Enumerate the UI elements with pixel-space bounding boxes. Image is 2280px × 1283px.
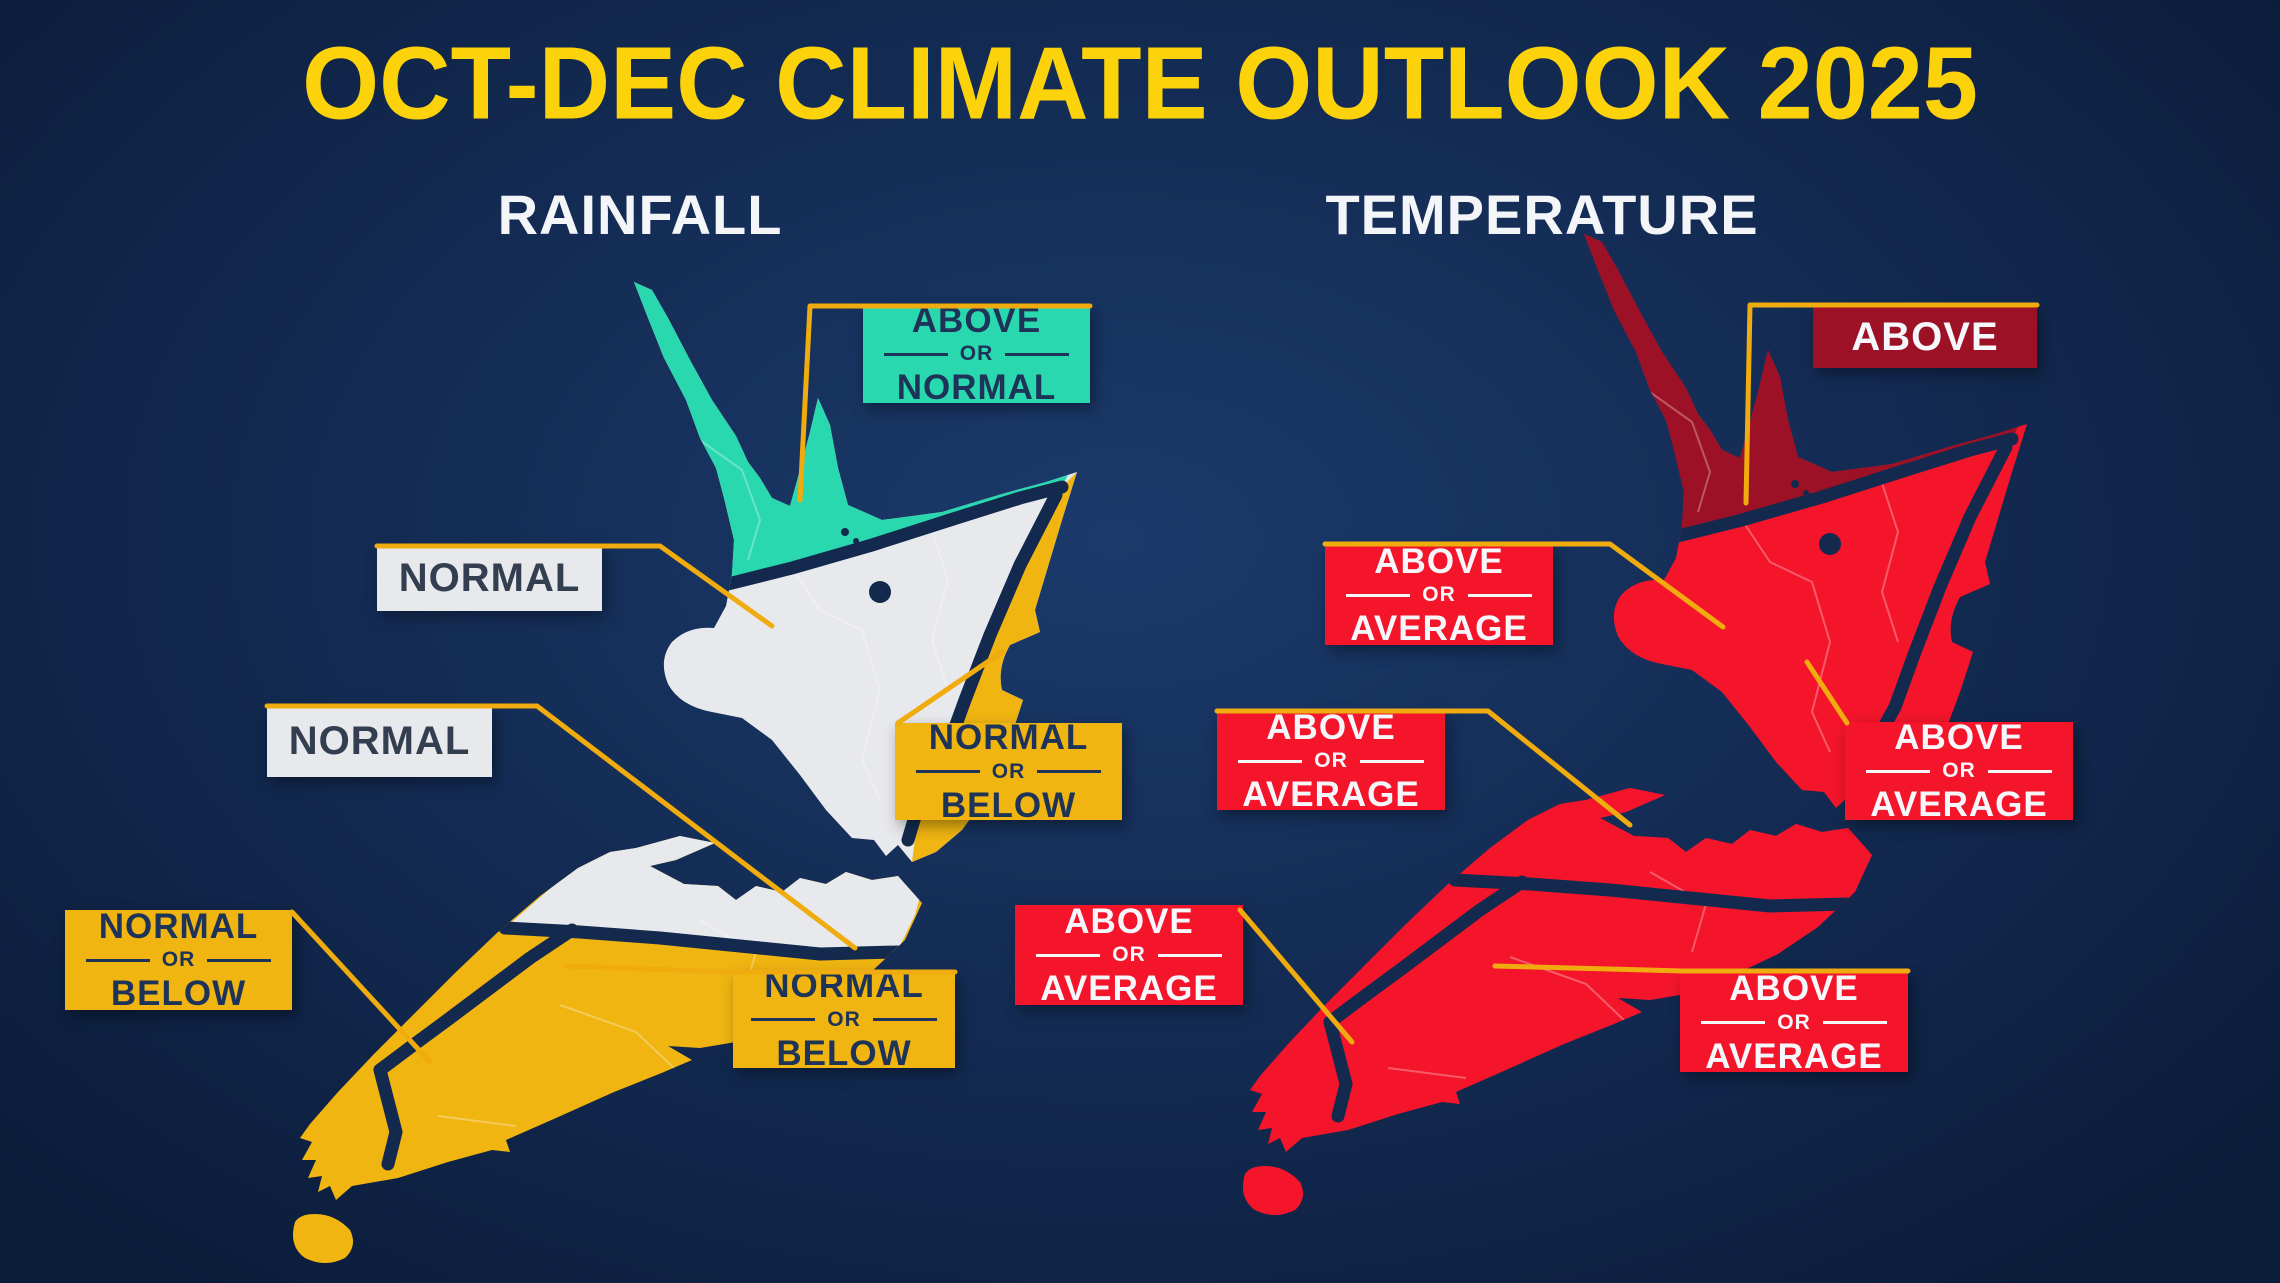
rainfall-normal-central-text: NORMAL xyxy=(398,555,581,600)
or-divider xyxy=(1238,759,1303,763)
temperature-above-or-average-sw-text: ABOVE xyxy=(1064,901,1194,941)
temperature-above-or-average-nw-text: ABOVE xyxy=(1374,541,1504,581)
rainfall-normal-central: NORMAL xyxy=(377,545,602,611)
temperature-above-or-average-west: ABOVE OR AVERAGE xyxy=(1217,708,1445,814)
rainfall-normal-or-below-east-text: NORMAL xyxy=(928,718,1089,758)
temperature-above-or-average-se: ABOVE OR AVERAGE xyxy=(1680,969,1908,1076)
or-divider xyxy=(1467,593,1532,597)
temperature-above-or-average-west-text: ABOVE xyxy=(1266,707,1396,747)
temperature-above-or-average-east: ABOVE OR AVERAGE xyxy=(1845,718,2073,824)
rainfall-normal-or-below-south-text: OR xyxy=(751,1008,937,1032)
temperature-above-or-average-se-text: ABOVE xyxy=(1729,969,1859,1009)
temperature-above-or-average-nw: ABOVE OR AVERAGE xyxy=(1325,541,1553,648)
page-title: OCT-DEC CLIMATE OUTLOOK 2025 xyxy=(302,24,1978,141)
or-divider xyxy=(1866,769,1931,773)
or-text: OR xyxy=(1777,1010,1811,1034)
temperature-above-text: ABOVE xyxy=(1851,315,1999,359)
rainfall-normal-or-below-west-text: NORMAL xyxy=(98,906,259,946)
temperature-heading: TEMPERATURE xyxy=(1325,183,1759,246)
or-divider xyxy=(1822,1021,1887,1024)
or-divider xyxy=(85,958,150,962)
or-text: OR xyxy=(827,1007,861,1031)
or-text: OR xyxy=(1942,759,1976,782)
rainfall-above-or-normal-text: ABOVE xyxy=(911,300,1042,340)
or-text: OR xyxy=(161,948,196,971)
or-divider xyxy=(1037,770,1102,773)
temperature-above-or-average-west-text: AVERAGE xyxy=(1242,775,1420,814)
rainfall-normal-or-below-south-text: BELOW xyxy=(776,1033,912,1073)
rainfall-normal-or-below-east: NORMAL OR BELOW xyxy=(895,718,1122,825)
rainfall-above-or-normal-text: OR xyxy=(883,342,1070,366)
rainfall-normal-or-below-west-text: OR xyxy=(85,948,272,972)
temperature-above-or-average-se-text: AVERAGE xyxy=(1705,1036,1883,1076)
temperature-above-or-average-east-text: AVERAGE xyxy=(1870,785,2048,824)
or-divider xyxy=(883,352,948,356)
or-divider xyxy=(1987,769,2052,773)
or-divider xyxy=(915,770,980,773)
temperature-above-or-average-nw-text: OR xyxy=(1346,583,1532,607)
rainfall-normal-or-below-south: NORMAL OR BELOW xyxy=(733,966,955,1073)
rainfall-normal-top-south-text: NORMAL xyxy=(288,718,471,763)
temperature-above-or-average-east-text: ABOVE xyxy=(1894,717,2024,757)
temperature-above-or-average-se-text: OR xyxy=(1701,1011,1887,1035)
temperature-above-or-average-sw-text: OR xyxy=(1036,943,1222,967)
rainfall-normal-or-below-west: NORMAL OR BELOW xyxy=(65,906,292,1013)
temperature-above-or-average-nw-text: AVERAGE xyxy=(1350,609,1528,648)
or-divider xyxy=(207,958,272,962)
rainfall-normal-or-below-east-text: BELOW xyxy=(940,785,1077,825)
rainfall-normal-top-south: NORMAL xyxy=(267,705,492,777)
rainfall-normal-or-below-south-text: NORMAL xyxy=(764,966,924,1006)
temperature-above-or-average-sw: ABOVE OR AVERAGE xyxy=(1015,901,1243,1008)
or-divider xyxy=(1346,593,1411,597)
or-divider xyxy=(1036,953,1101,957)
or-divider xyxy=(1005,352,1070,356)
rainfall-normal-or-below-east-text: OR xyxy=(915,759,1102,784)
temperature-above: ABOVE xyxy=(1813,307,2037,368)
or-divider xyxy=(1157,953,1222,957)
rainfall-above-or-normal-text: NORMAL xyxy=(896,368,1057,407)
temperature-above-or-average-west-text: OR xyxy=(1238,749,1424,773)
temperature-above-or-average-east-text: OR xyxy=(1866,759,2052,783)
or-divider xyxy=(751,1018,816,1021)
or-text: OR xyxy=(1112,943,1146,966)
rainfall-above-or-normal: ABOVE OR NORMAL xyxy=(863,301,1090,407)
or-text: OR xyxy=(1314,749,1348,772)
rainfall-heading: RAINFALL xyxy=(497,183,783,246)
or-text: OR xyxy=(1422,583,1456,606)
or-text: OR xyxy=(959,342,994,365)
or-divider xyxy=(872,1018,937,1021)
or-text: OR xyxy=(991,759,1026,783)
or-divider xyxy=(1701,1021,1766,1024)
rainfall-normal-or-below-west-text: BELOW xyxy=(110,974,247,1013)
temperature-above-or-average-sw-text: AVERAGE xyxy=(1040,969,1218,1008)
or-divider xyxy=(1359,759,1424,763)
